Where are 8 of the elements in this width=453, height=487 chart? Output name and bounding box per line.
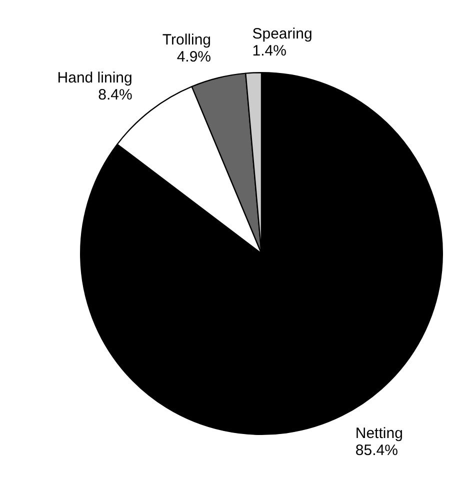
data-label: 8.4%	[98, 86, 132, 104]
slice-label: Netting	[355, 424, 403, 442]
data-label: 1.4%	[252, 42, 286, 60]
data-label: 85.4%	[355, 442, 398, 459]
data-label: 4.9%	[176, 48, 212, 66]
slice-label: Hand lining	[57, 69, 132, 86]
slice-label: Trolling	[162, 31, 212, 48]
slice-label: Spearing	[252, 25, 312, 42]
